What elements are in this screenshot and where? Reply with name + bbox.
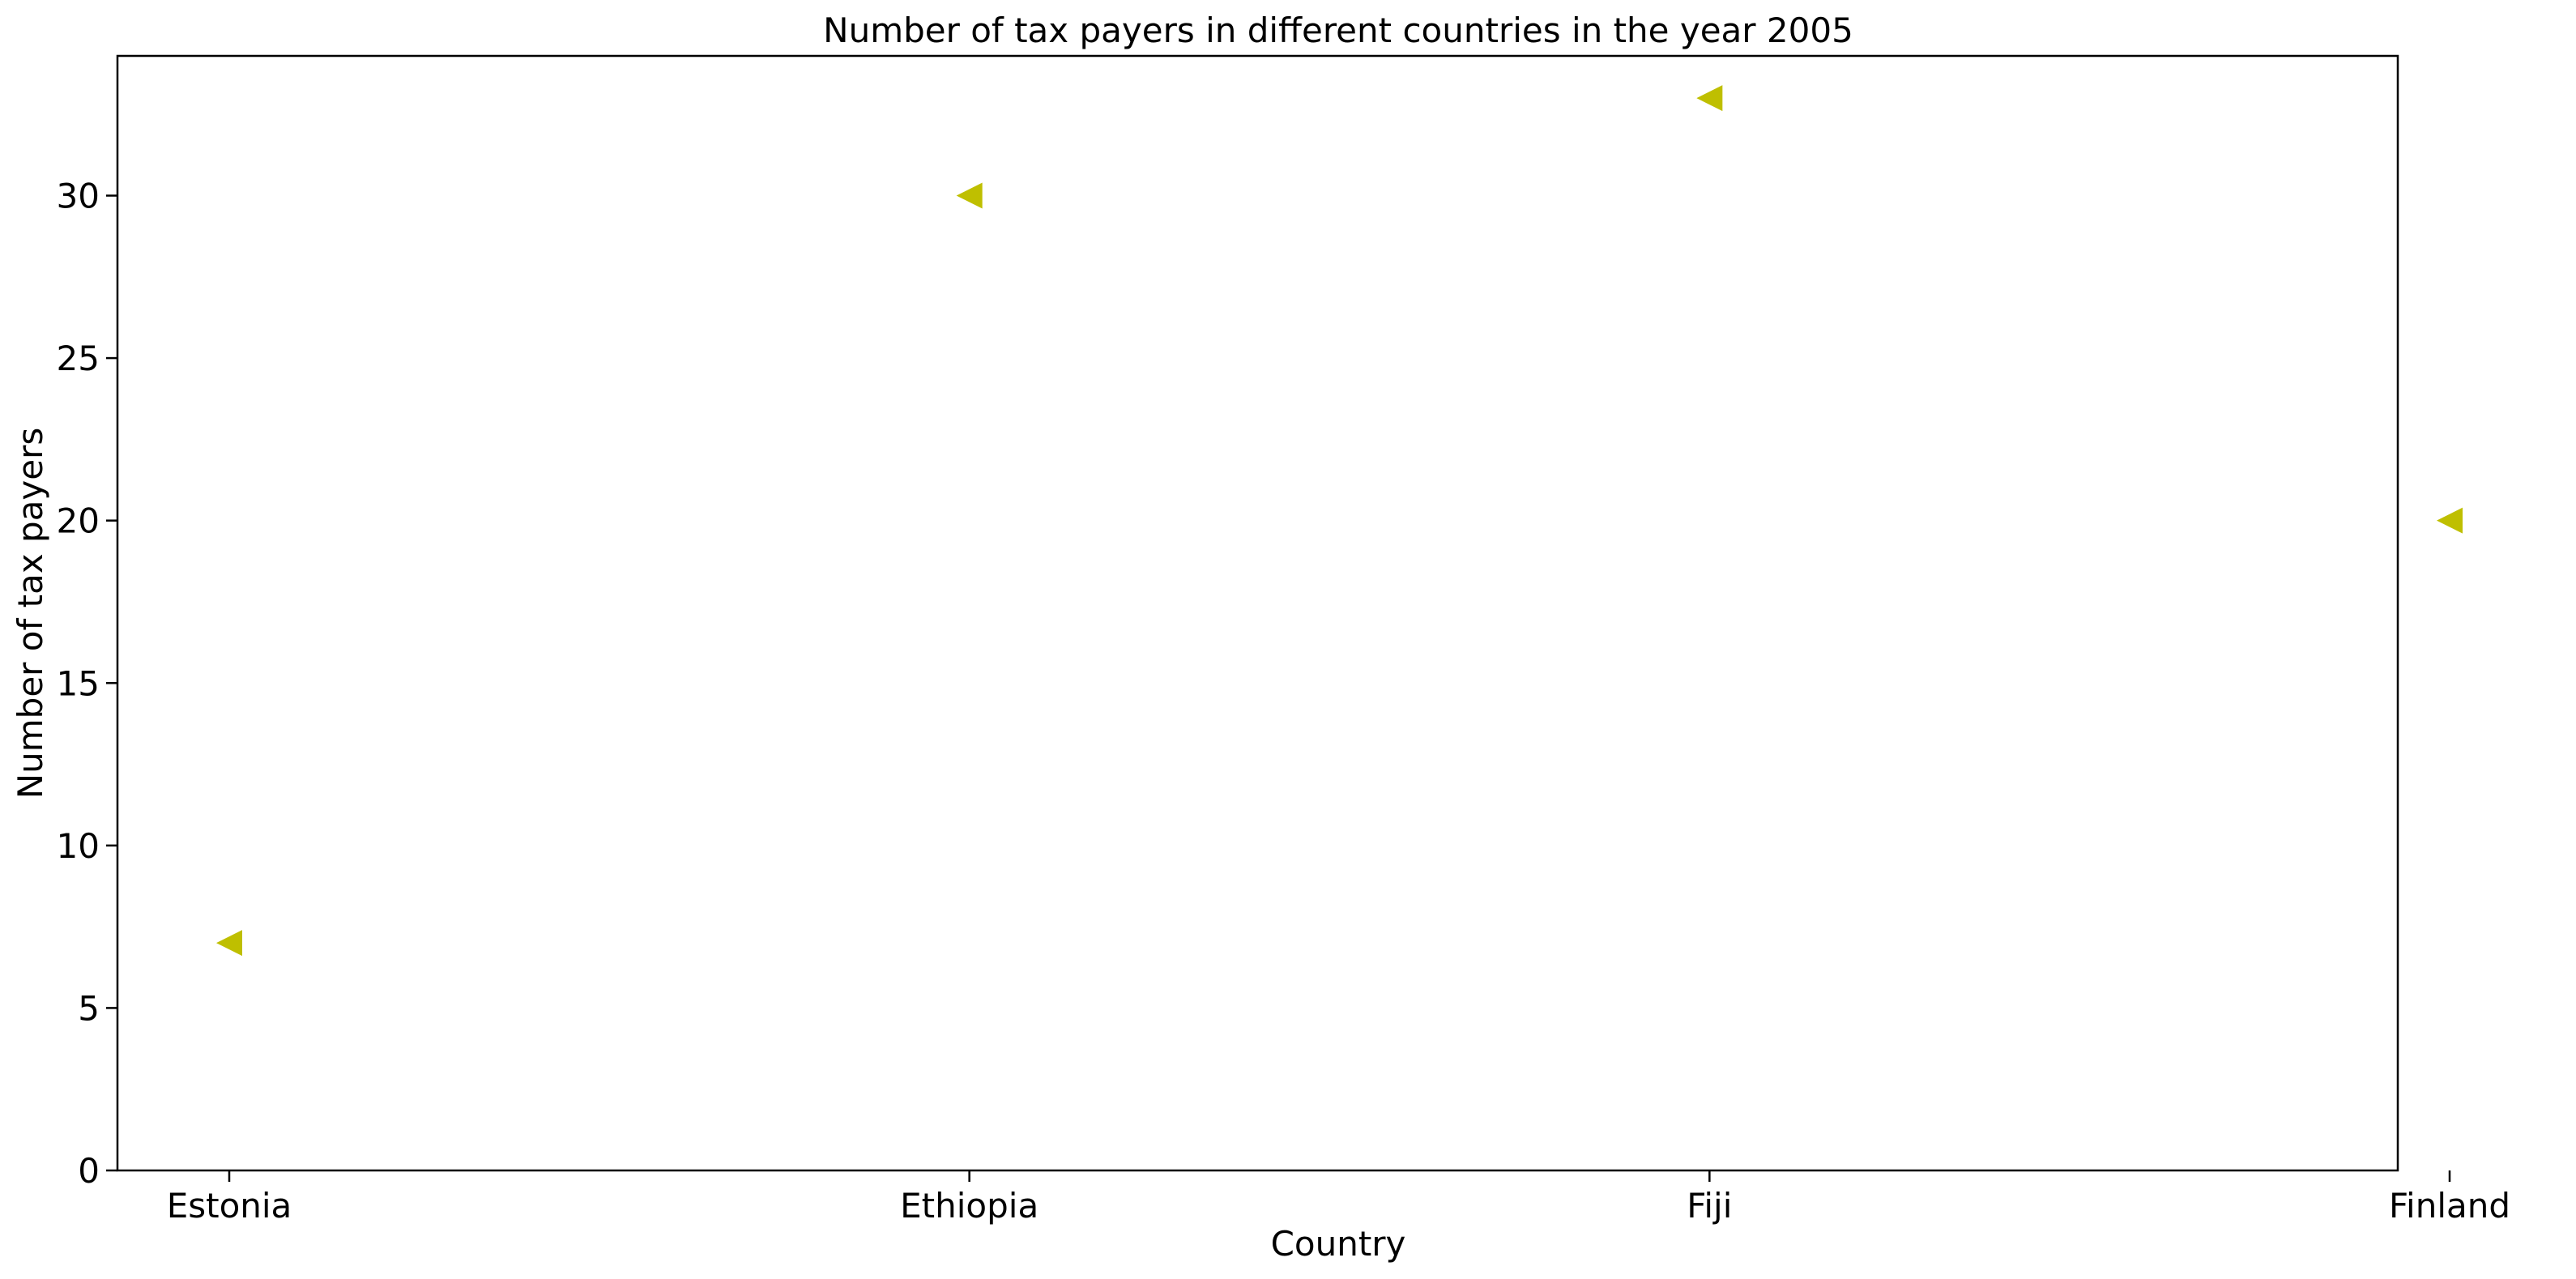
x-axis-label: Country [1271,1224,1406,1264]
y-tick-label: 20 [57,501,100,541]
y-tick-label: 15 [57,663,100,703]
y-axis-label: Number of tax payers [11,428,50,799]
x-tick-label: Fiji [1687,1186,1732,1226]
x-tick-label: Ethiopia [900,1186,1039,1226]
y-tick-label: 10 [57,826,100,866]
data-point-finland [2437,507,2463,534]
x-tick-label: Finland [2389,1186,2510,1226]
y-tick-label: 30 [57,177,100,216]
x-tick-label: Estonia [167,1186,292,1226]
x-axis: Estonia Ethiopia Fiji Finland [167,1170,2510,1226]
data-point-ethiopia [956,182,983,209]
chart-title: Number of tax payers in different countr… [823,11,1853,50]
y-tick-label: 5 [78,988,100,1028]
data-point-estonia [216,930,242,957]
y-tick-label: 0 [78,1151,100,1191]
y-tick-label: 25 [57,339,100,378]
data-markers [216,85,2463,957]
data-point-fiji [1696,85,1723,112]
plot-area [116,54,2399,1172]
y-axis: 0 5 10 15 20 25 30 [57,177,117,1191]
